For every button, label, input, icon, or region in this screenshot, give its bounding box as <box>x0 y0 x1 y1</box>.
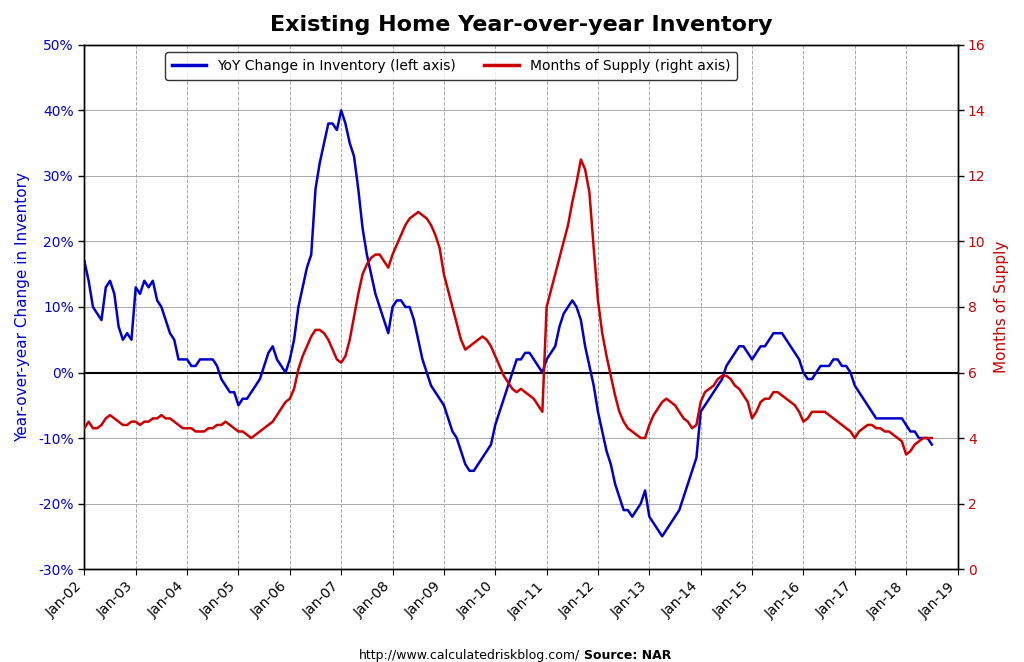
Y-axis label: Months of Supply: Months of Supply <box>994 241 1009 373</box>
Legend: YoY Change in Inventory (left axis), Months of Supply (right axis): YoY Change in Inventory (left axis), Mon… <box>165 52 737 79</box>
Text: Source: NAR: Source: NAR <box>584 649 671 662</box>
Text: http://www.calculatedriskblog.com/: http://www.calculatedriskblog.com/ <box>358 649 580 662</box>
Title: Existing Home Year-over-year Inventory: Existing Home Year-over-year Inventory <box>269 15 772 35</box>
Y-axis label: Year-over-year Change in Inventory: Year-over-year Change in Inventory <box>15 172 30 442</box>
